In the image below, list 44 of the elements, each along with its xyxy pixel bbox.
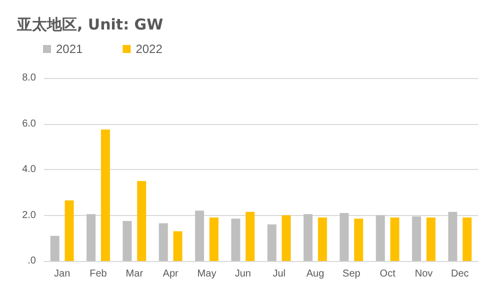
bar xyxy=(209,218,218,261)
bar xyxy=(246,212,255,261)
bar xyxy=(376,215,385,261)
legend-label: 2021 xyxy=(56,42,84,56)
bar xyxy=(137,180,146,261)
x-tick-label: Dec xyxy=(451,268,469,280)
legend-label: 2022 xyxy=(136,42,163,56)
bar xyxy=(195,210,204,261)
y-tick-label: 4.0 xyxy=(22,164,36,175)
y-tick-label: .0 xyxy=(28,256,36,266)
x-tick-label: Feb xyxy=(90,268,108,280)
bar xyxy=(64,200,74,261)
bar xyxy=(304,214,313,261)
x-tick-label: Aug xyxy=(306,268,324,280)
x-tick-label: May xyxy=(197,268,216,280)
x-tick-label: Jan xyxy=(54,268,70,280)
bar xyxy=(231,218,240,261)
bar xyxy=(282,215,291,261)
x-tick-label: Jul xyxy=(272,268,286,280)
bar xyxy=(50,236,60,261)
y-tick-label: 8.0 xyxy=(22,72,36,84)
x-tick-label: Mar xyxy=(126,268,144,280)
bar xyxy=(158,223,168,261)
bar xyxy=(462,218,472,261)
bar xyxy=(354,218,364,261)
bar xyxy=(448,212,458,261)
chart-title: 亚太地区, Unit: GW xyxy=(16,16,164,34)
y-tick-label: 2.0 xyxy=(22,210,36,221)
y-tick-label: 6.0 xyxy=(22,118,36,130)
x-tick-label: Apr xyxy=(162,268,180,280)
bar xyxy=(390,218,400,261)
bar xyxy=(100,129,110,261)
bar xyxy=(173,231,182,261)
x-tick-label: Oct xyxy=(380,268,396,280)
bar xyxy=(122,220,132,261)
bar xyxy=(412,216,422,261)
bar xyxy=(426,218,436,261)
x-tick-label: Jun xyxy=(234,268,251,280)
bar xyxy=(318,218,327,261)
x-tick-label: Nov xyxy=(414,268,433,280)
bar xyxy=(340,212,349,261)
bar xyxy=(86,214,96,261)
x-tick-label: Sep xyxy=(342,268,361,280)
bar xyxy=(267,224,276,261)
